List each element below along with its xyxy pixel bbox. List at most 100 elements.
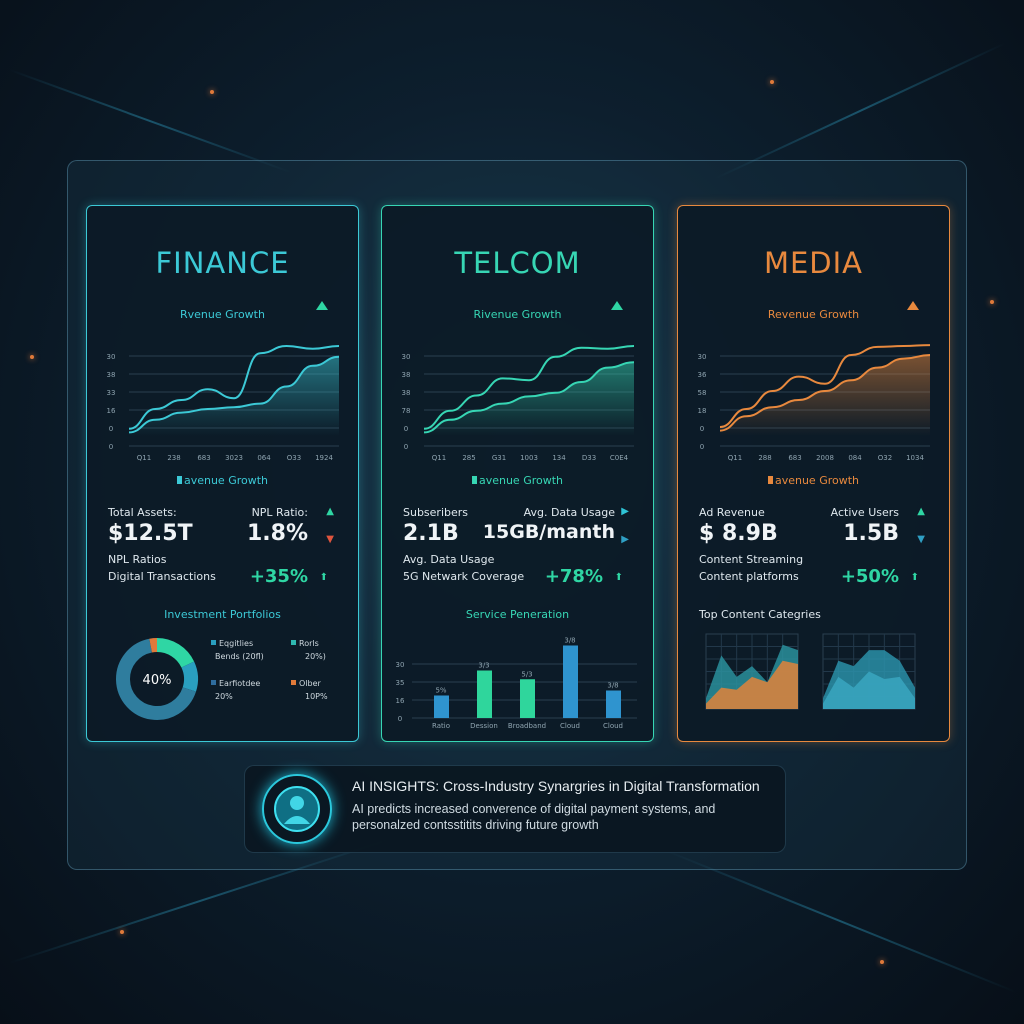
legend-swatch	[767, 476, 773, 484]
y-tick-label: 38	[107, 371, 116, 379]
stat2-label: Avg. Data Usage	[523, 506, 615, 519]
stat1-value: $ 8.9B	[699, 521, 778, 546]
y-tick-label: 0	[404, 425, 408, 433]
legend-label: avenue Growth	[478, 474, 564, 487]
change-percent: +78%	[544, 566, 603, 587]
y-tick-label: 0	[109, 443, 113, 451]
chart-title: Rivenue Growth	[473, 308, 562, 321]
ai-insights-panel[interactable]: AI INSIGHTS: Cross-Industry Synargries i…	[244, 765, 786, 853]
chart-legend: avenue Growth	[87, 474, 358, 487]
y-tick-label: 30	[107, 353, 116, 361]
bar-data-label: 3/8	[564, 637, 575, 645]
chart-title: Revenue Growth	[767, 308, 860, 321]
series-line-1	[128, 344, 340, 430]
section-title: Top Content Categries	[699, 608, 821, 621]
stat2-value: 15GB/manth	[482, 521, 615, 543]
insight-text: AI INSIGHTS: Cross-Industry Synargries i…	[352, 766, 787, 843]
legend-value: 20%	[215, 692, 233, 701]
x-tick-label: C0E4	[610, 454, 629, 462]
legend-value: 20%)	[305, 652, 326, 661]
bar	[606, 690, 621, 718]
legend-label: avenue Growth	[183, 474, 269, 487]
legend-label: avenue Growth	[774, 474, 860, 487]
legend-value: Bends (20fl)	[215, 652, 264, 661]
x-tick-label: 3023	[225, 454, 243, 462]
x-tick-label: 134	[552, 454, 566, 462]
x-tick-label: Ratio	[432, 722, 450, 730]
insight-body: AI predicts increased converence of digi…	[352, 802, 716, 832]
sub-label-1: Avg. Data Usage	[403, 553, 495, 566]
arrow-up-icon: ⬆	[319, 572, 328, 583]
card-title: TELCOM	[454, 246, 581, 280]
legend-swatch	[471, 476, 477, 484]
chart-legend: avenue Growth	[678, 474, 949, 487]
card-finance[interactable]: FINANCE Rvenue Growth 30 38 33 16 0 0 Q11 238 68…	[86, 205, 359, 742]
trend-up-icon	[316, 301, 328, 310]
sub-label-1: Content Streaming	[699, 553, 804, 566]
change-percent: +50%	[840, 566, 899, 587]
series-line-2	[128, 355, 340, 434]
donut-segment	[149, 638, 158, 653]
card-media[interactable]: MEDIA Revenue Growth 30 36 58 18 0 0 Q11 288 683…	[677, 205, 950, 742]
stat2-label: Active Users	[830, 506, 899, 519]
donut-segment	[116, 638, 196, 720]
x-tick-label: 683	[197, 454, 210, 462]
content-area-charts	[705, 633, 916, 710]
trend-up-icon	[611, 301, 623, 310]
arrow-up-icon: ⬆	[910, 572, 919, 583]
legend-label: Olber	[299, 679, 322, 688]
x-tick-label: Q11	[137, 454, 151, 462]
trend-up-icon	[907, 301, 919, 310]
y-tick-label: 18	[698, 407, 707, 415]
x-tick-label: 1003	[520, 454, 538, 462]
triangle-down-icon: ▼	[917, 534, 925, 545]
area-series-2	[823, 671, 915, 709]
stat1-value: 2.1B	[403, 521, 459, 546]
y-tick-label: 0	[398, 715, 402, 723]
sub-label-2: Content platforms	[699, 570, 799, 583]
legend-swatch	[176, 476, 182, 484]
donut-segment	[181, 661, 198, 692]
donut-center-label: 40%	[143, 673, 172, 688]
series-line-1	[719, 344, 931, 428]
service-bar-chart: 30 35 16 0 5% Ratio 3/3 Dession 5/3 Broadband 3/8 C…	[396, 637, 637, 730]
sub-label-2: 5G Netwark Coverage	[403, 570, 525, 583]
x-tick-label: O33	[287, 454, 301, 462]
x-tick-label: 2008	[816, 454, 834, 462]
x-tick-label: G31	[492, 454, 506, 462]
bar	[520, 679, 535, 718]
stat2-label: NPL Ratio:	[251, 506, 308, 519]
legend-value: 10P%	[305, 692, 328, 701]
sub-label-1: NPL Ratios	[108, 553, 167, 566]
arrow-right-icon: ▶	[621, 506, 629, 517]
y-tick-label: 0	[404, 443, 408, 451]
stat1-label: Subseribers	[403, 506, 469, 519]
x-tick-label: D33	[582, 454, 596, 462]
y-tick-label: 0	[109, 425, 113, 433]
x-tick-label: Dession	[470, 722, 498, 730]
x-tick-label: Broadband	[508, 722, 546, 730]
x-tick-label: 064	[257, 454, 271, 462]
triangle-up-icon: ▲	[326, 506, 334, 517]
section-title: Investment Portfolios	[164, 608, 281, 621]
card-telcom[interactable]: TELCOM Rivenue Growth 30 38 38 78 0 0 Q11 285 G3…	[381, 205, 654, 742]
y-tick-label: 78	[402, 407, 411, 415]
stat1-label: Ad Revenue	[699, 506, 765, 519]
y-tick-label: 16	[396, 697, 405, 705]
area-series-2	[706, 660, 798, 709]
x-tick-label: 238	[167, 454, 180, 462]
y-tick-label: 33	[107, 389, 116, 397]
y-tick-label: 35	[396, 679, 405, 687]
revenue-line-chart: 30 38 33 16 0 0 Q11 238 683 3023 064 O33 1924	[107, 344, 340, 462]
stat2-value: 1.8%	[246, 521, 308, 546]
legend-swatch	[291, 640, 296, 645]
series-area	[720, 355, 930, 436]
section-title: Service Peneration	[465, 608, 570, 621]
change-percent: +35%	[249, 566, 308, 587]
legend-swatch	[291, 680, 296, 685]
bar	[477, 670, 492, 718]
x-tick-label: 084	[848, 454, 862, 462]
stat1-value: $12.5T	[108, 521, 193, 546]
stat2-value: 1.5B	[843, 521, 899, 546]
y-tick-label: 30	[402, 353, 411, 361]
